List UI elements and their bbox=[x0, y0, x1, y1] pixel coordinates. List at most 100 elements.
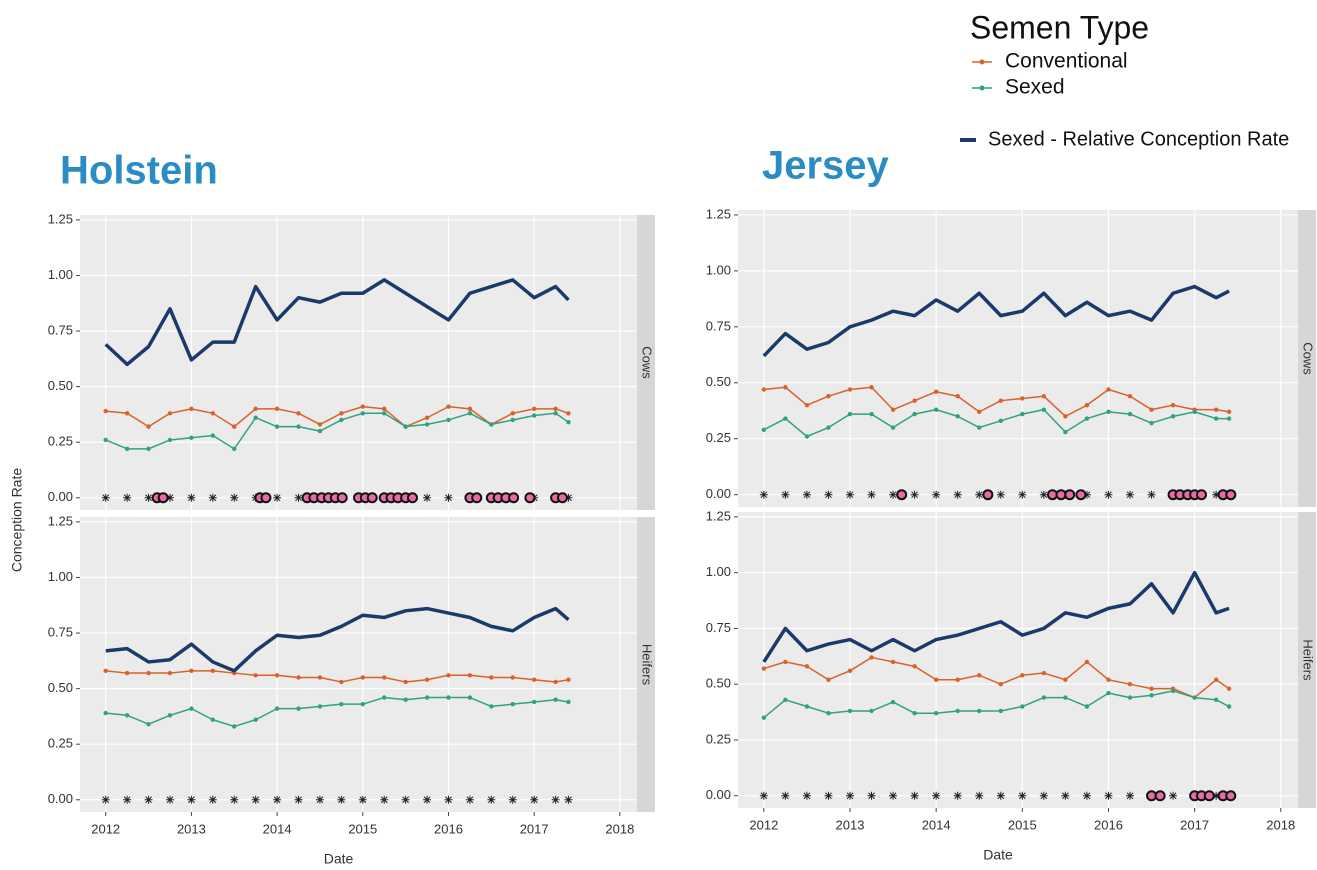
series-point bbox=[103, 437, 108, 443]
series-point bbox=[146, 670, 151, 676]
series-point bbox=[761, 715, 767, 720]
series-point bbox=[1084, 704, 1090, 709]
y-tick-label: 0.25 bbox=[48, 736, 73, 751]
series-point bbox=[103, 668, 108, 674]
baseline-marker bbox=[1104, 490, 1113, 499]
baseline-marker bbox=[208, 795, 217, 804]
series-point bbox=[189, 406, 194, 412]
series-point bbox=[124, 713, 130, 718]
series-point bbox=[510, 417, 515, 423]
series-point bbox=[296, 424, 301, 429]
series-point bbox=[339, 411, 344, 416]
series-point bbox=[1213, 697, 1219, 703]
x-tick-label: 2013 bbox=[836, 817, 865, 832]
series-point bbox=[167, 411, 173, 416]
series-point bbox=[467, 411, 473, 416]
legend-title: Semen Type bbox=[970, 9, 1149, 45]
x-tick-label: 2017 bbox=[1180, 817, 1209, 832]
series-point bbox=[1192, 409, 1197, 415]
series-point bbox=[1192, 695, 1197, 700]
baseline-marker bbox=[144, 795, 153, 804]
x-tick-label: 2015 bbox=[1008, 817, 1037, 832]
significance-marker bbox=[1064, 489, 1076, 501]
series-point bbox=[761, 666, 767, 671]
series-point bbox=[253, 717, 258, 722]
y-tick-label: 0.50 bbox=[48, 680, 73, 695]
baseline-marker bbox=[315, 795, 324, 804]
facet-label: Cows bbox=[1301, 342, 1316, 375]
significance-marker bbox=[1154, 790, 1166, 802]
series-point bbox=[1149, 420, 1154, 426]
series-point bbox=[933, 389, 939, 394]
series-point bbox=[531, 699, 537, 705]
series-point bbox=[998, 398, 1003, 403]
baseline-marker bbox=[1126, 791, 1134, 800]
significance-marker bbox=[556, 492, 568, 504]
series-point bbox=[1149, 686, 1154, 691]
series-point bbox=[1041, 394, 1047, 399]
baseline-marker bbox=[564, 795, 573, 804]
series-line: Sexed - Relative Conception Rate bbox=[104, 278, 570, 367]
baseline-marker bbox=[802, 490, 811, 499]
baseline-marker bbox=[530, 795, 539, 804]
series-point bbox=[146, 446, 151, 452]
baseline-marker bbox=[824, 490, 833, 499]
x-tick-label: 2014 bbox=[922, 817, 951, 832]
baseline-marker bbox=[1212, 490, 1221, 499]
baseline-marker bbox=[1082, 490, 1091, 499]
baseline-marker bbox=[1061, 791, 1070, 800]
series-point bbox=[531, 406, 537, 412]
baseline-marker bbox=[564, 493, 573, 502]
series-point bbox=[1213, 416, 1219, 421]
baseline-marker bbox=[759, 791, 768, 800]
series-point bbox=[847, 668, 853, 674]
series-point bbox=[424, 695, 430, 700]
series-point bbox=[296, 706, 301, 711]
baseline-marker bbox=[953, 791, 962, 800]
x-tick-label: 2013 bbox=[177, 821, 206, 836]
series-point bbox=[189, 668, 194, 674]
facet-label: Heifers bbox=[640, 644, 655, 686]
baseline-marker bbox=[781, 490, 790, 499]
baseline-marker bbox=[932, 791, 941, 800]
series-point bbox=[912, 398, 917, 403]
series-point bbox=[826, 710, 831, 716]
series-point bbox=[339, 417, 344, 423]
baseline-marker bbox=[101, 795, 110, 804]
series-point bbox=[317, 422, 323, 427]
y-tick-label: 0.75 bbox=[706, 620, 731, 635]
series-point bbox=[467, 695, 473, 700]
series-point bbox=[1041, 695, 1047, 700]
series-point bbox=[804, 664, 810, 669]
series-point bbox=[232, 724, 237, 729]
baseline-marker bbox=[101, 493, 110, 502]
series-point bbox=[510, 701, 515, 707]
series-point bbox=[446, 417, 451, 423]
series-point bbox=[382, 675, 387, 680]
series-point bbox=[167, 713, 173, 718]
series-point bbox=[317, 675, 323, 680]
baseline-marker bbox=[337, 795, 346, 804]
series-point bbox=[189, 435, 194, 440]
series-point bbox=[977, 673, 982, 678]
series-point bbox=[912, 664, 917, 669]
baseline-marker bbox=[1039, 791, 1048, 800]
legend-label: Conventional bbox=[1005, 50, 1128, 73]
x-tick-label: 2014 bbox=[263, 821, 292, 836]
series-line: Sexed - Relative Conception Rate bbox=[762, 284, 1230, 358]
series-point bbox=[977, 708, 982, 714]
significance-marker bbox=[1196, 489, 1208, 501]
series-point bbox=[1084, 659, 1090, 665]
series-point bbox=[1127, 411, 1133, 417]
series-point bbox=[424, 677, 430, 682]
significance-marker bbox=[1225, 790, 1237, 802]
series-point bbox=[1127, 695, 1133, 700]
y-tick-label: 0.25 bbox=[706, 430, 731, 445]
series-point bbox=[382, 695, 387, 700]
series-line: Sexed - Relative Conception Rate bbox=[105, 606, 570, 673]
series-point bbox=[847, 708, 853, 714]
baseline-marker bbox=[781, 791, 790, 800]
baseline-marker bbox=[889, 791, 898, 800]
series-point bbox=[339, 679, 344, 685]
series-point bbox=[1063, 695, 1068, 700]
